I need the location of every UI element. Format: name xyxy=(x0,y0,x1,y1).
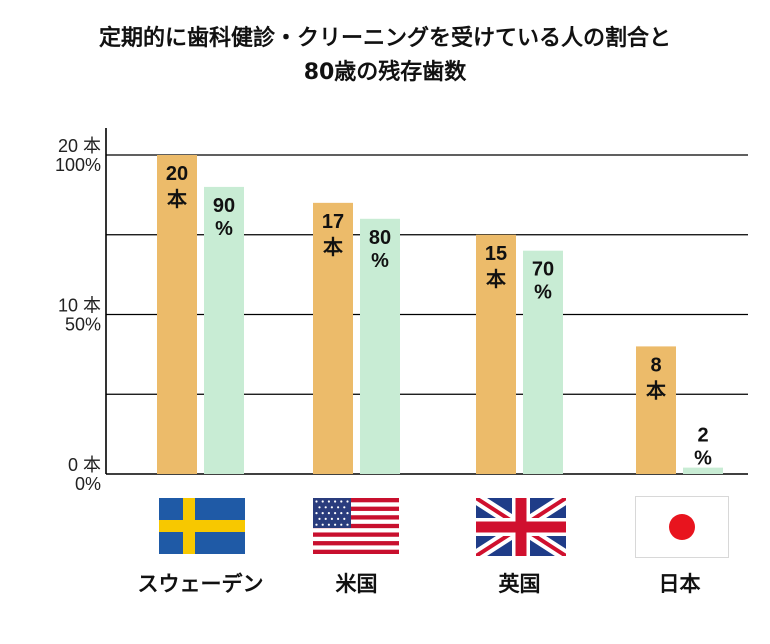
bar-percent xyxy=(204,186,244,474)
data-label-count: 20 xyxy=(166,163,188,185)
uk-flag xyxy=(476,498,566,556)
data-label-count: 17 xyxy=(322,211,344,233)
bar-percent xyxy=(683,467,723,474)
category-label: スウェーデン xyxy=(138,572,264,596)
category-label: 日本 xyxy=(659,573,701,596)
tick-label-percent: 100% xyxy=(55,155,101,175)
chart-title-line2: 80歳の残存歯数 xyxy=(303,60,467,85)
bar-count xyxy=(313,202,353,474)
data-label-percent-unit: % xyxy=(694,448,712,470)
japan-flag xyxy=(635,496,729,558)
bar-percent xyxy=(523,250,563,474)
data-label-percent-unit: % xyxy=(534,282,552,304)
data-label-count: 15 xyxy=(485,243,507,265)
bar-count xyxy=(157,155,197,474)
data-label-percent: 70 xyxy=(532,259,554,281)
tick-label-count: 0 本 xyxy=(68,455,101,475)
category-label: 米国 xyxy=(336,573,378,596)
data-label-count: 8 xyxy=(650,354,661,376)
data-label-percent-unit: % xyxy=(215,218,233,240)
tick-label-count: 20 本 xyxy=(58,136,101,156)
tick-label-percent: 0% xyxy=(75,474,101,494)
data-label-percent: 2 xyxy=(697,425,708,447)
data-label-percent: 90 xyxy=(213,195,235,217)
data-label-percent-unit: % xyxy=(371,250,389,272)
chart-title-line1: 定期的に歯科健診・クリーニングを受けている人の割合と xyxy=(98,26,671,51)
chart-title: 定期的に歯科健診・クリーニングを受けている人の割合と 80歳の残存歯数 xyxy=(0,22,770,90)
data-label-count-unit: 本 xyxy=(486,268,506,291)
bar-count xyxy=(636,346,676,474)
sweden-flag xyxy=(159,498,245,554)
usa-flag xyxy=(313,498,399,554)
data-label-count-unit: 本 xyxy=(646,379,666,402)
bar-count xyxy=(476,234,516,474)
data-label-percent: 80 xyxy=(369,227,391,249)
category-label: 英国 xyxy=(499,573,541,596)
data-label-count-unit: 本 xyxy=(323,236,343,259)
tick-label-count: 10 本 xyxy=(58,296,101,316)
bar-percent xyxy=(360,218,400,474)
tick-label-percent: 50% xyxy=(65,315,101,335)
data-label-count-unit: 本 xyxy=(167,188,187,211)
